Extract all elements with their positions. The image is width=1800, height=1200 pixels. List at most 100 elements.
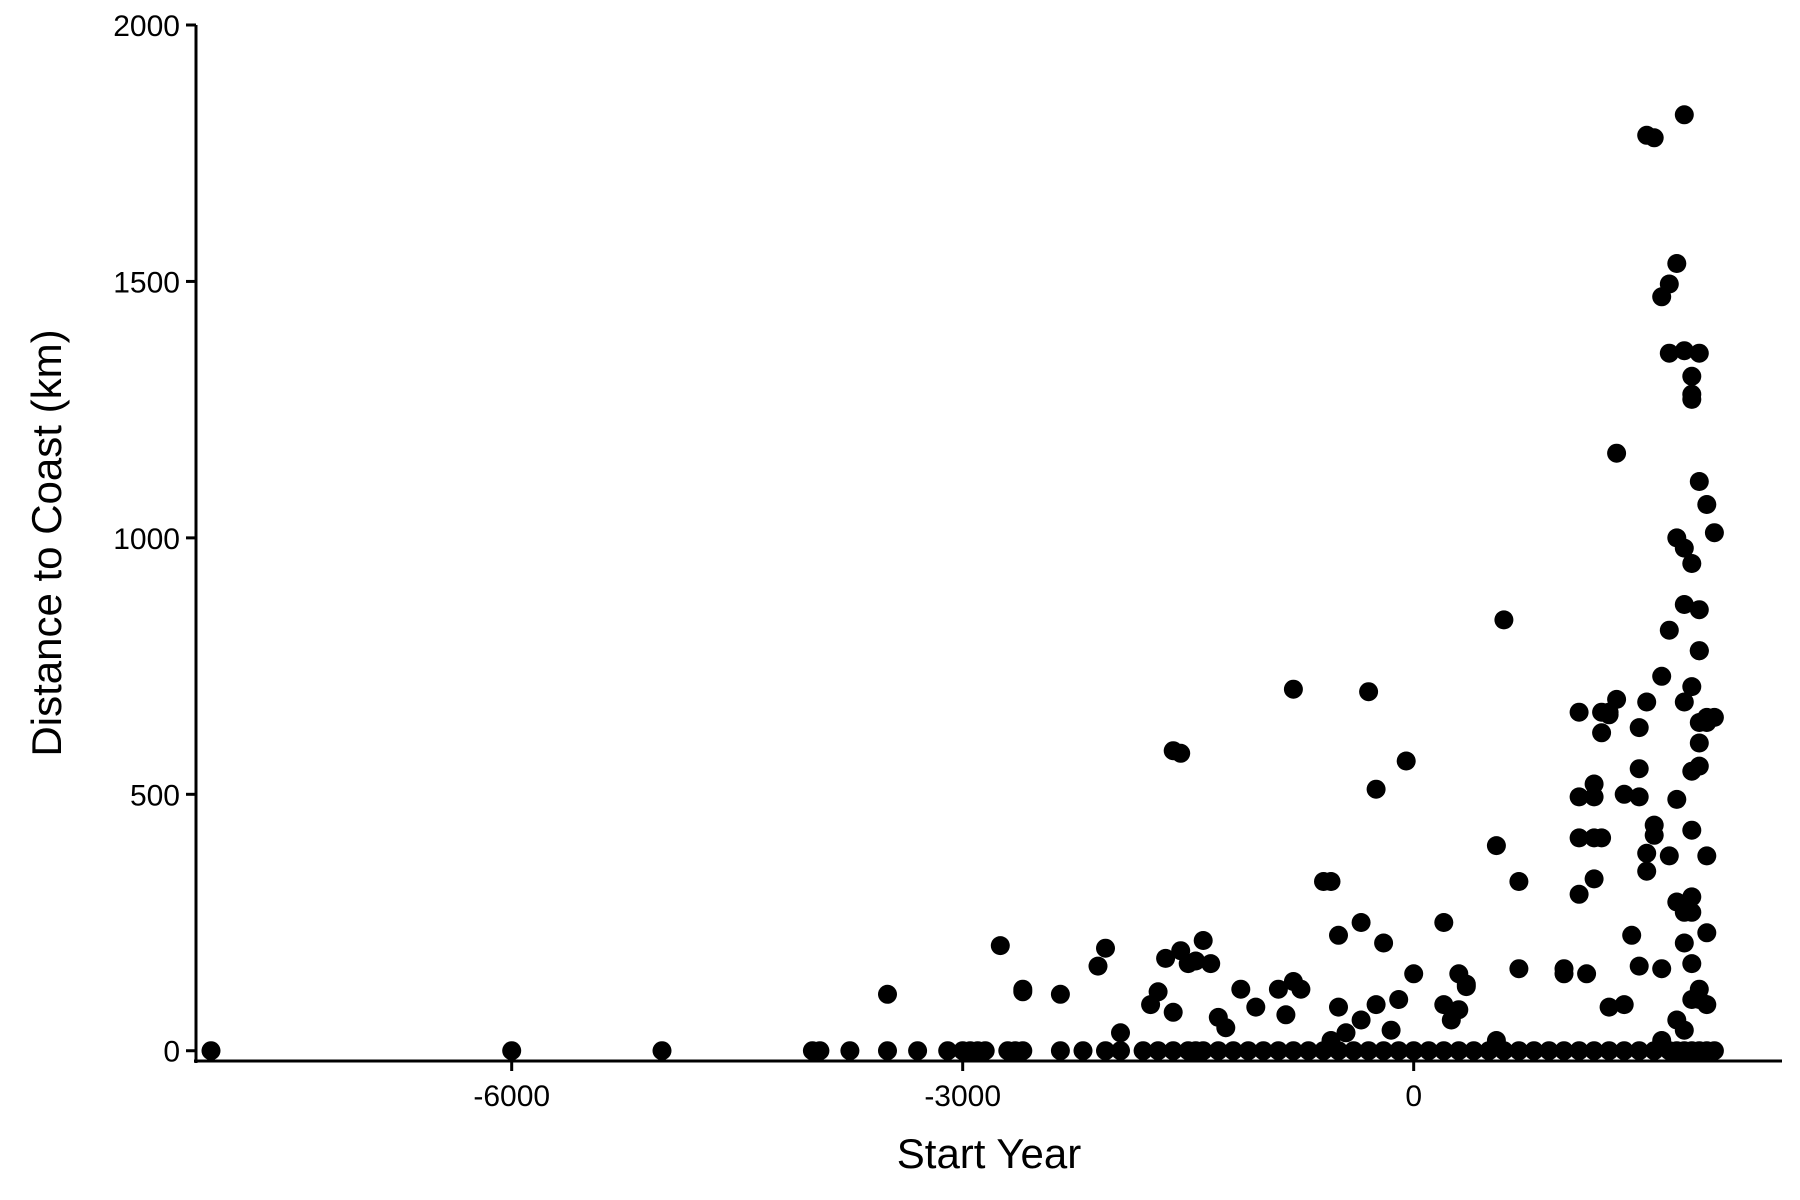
data-point (1659, 846, 1679, 866)
data-point (1366, 779, 1386, 799)
data-point (1329, 925, 1348, 945)
data-point (1659, 620, 1679, 640)
data-point (1652, 666, 1672, 686)
data-point (1674, 105, 1694, 125)
data-point (1592, 723, 1612, 743)
data-point (1682, 954, 1702, 974)
data-point (1486, 836, 1506, 856)
data-point (201, 1041, 221, 1061)
data-point (1253, 1041, 1273, 1061)
data-point (1246, 997, 1266, 1017)
data-point (1682, 887, 1702, 907)
data-point (1539, 1041, 1559, 1061)
data-point (1599, 997, 1619, 1017)
data-point (1111, 1041, 1130, 1061)
data-point (1614, 1041, 1634, 1061)
data-point (1689, 756, 1709, 776)
data-point (1013, 982, 1033, 1002)
data-point (1374, 933, 1394, 953)
data-point (1674, 1020, 1694, 1040)
data-point (1689, 472, 1709, 491)
data-point (1133, 1041, 1153, 1061)
data-point (1569, 1041, 1589, 1061)
data-point (1689, 641, 1709, 661)
data-point (1689, 990, 1709, 1009)
data-point (1351, 913, 1371, 932)
data-point (1186, 951, 1206, 971)
data-point (1283, 679, 1303, 699)
data-point (1667, 254, 1687, 273)
data-point (1096, 1041, 1115, 1061)
data-point (1374, 1041, 1394, 1061)
data-point (810, 1041, 830, 1061)
data-point (1599, 1041, 1619, 1061)
data-point (1674, 538, 1694, 558)
data-point (1163, 1002, 1183, 1022)
data-point (1223, 1041, 1243, 1061)
data-point (975, 1041, 995, 1061)
data-point (1389, 990, 1409, 1009)
data-point (1584, 828, 1604, 848)
data-point (938, 1041, 958, 1061)
data-point (1193, 931, 1213, 950)
points-layer (201, 105, 1724, 1061)
data-point (1148, 1041, 1168, 1061)
data-point (1404, 1041, 1424, 1061)
data-point (1682, 820, 1702, 840)
data-point (1201, 954, 1221, 974)
data-point (1419, 1041, 1439, 1061)
data-point (1682, 677, 1702, 697)
data-point (1073, 1041, 1093, 1061)
data-point (1569, 787, 1589, 807)
data-point (1674, 595, 1694, 614)
data-point (1667, 789, 1687, 809)
data-point (1088, 956, 1108, 976)
data-point (1697, 846, 1717, 866)
data-point (1637, 692, 1657, 712)
data-point (1268, 979, 1288, 999)
data-point (1283, 1041, 1303, 1061)
data-point (1366, 995, 1386, 1015)
data-point (1299, 1041, 1318, 1061)
data-point (1629, 1041, 1649, 1061)
y-tick-label: 0 (163, 1036, 180, 1069)
y-tick-label: 2000 (113, 10, 180, 43)
x-tick-label: -3000 (924, 1080, 1001, 1113)
data-point (1674, 692, 1694, 712)
data-point (1276, 1005, 1296, 1025)
data-point (1231, 979, 1251, 999)
data-point (1689, 733, 1709, 753)
data-point (1569, 884, 1589, 904)
data-point (1629, 787, 1649, 807)
data-point (1013, 1041, 1033, 1061)
data-point (1682, 554, 1702, 573)
data-point (1359, 1041, 1379, 1061)
data-point (1682, 384, 1702, 404)
y-axis-title: Distance to Coast (km) (23, 329, 70, 756)
data-point (1629, 956, 1649, 976)
data-point (1456, 974, 1476, 994)
data-point (1381, 1020, 1401, 1040)
data-point (1584, 787, 1604, 807)
data-point (1622, 925, 1642, 945)
data-point (1268, 1041, 1288, 1061)
data-point (1509, 872, 1529, 891)
data-point (1689, 343, 1709, 363)
data-point (1614, 995, 1634, 1015)
y-tick-label: 1500 (113, 266, 180, 299)
data-point (1637, 861, 1657, 881)
data-point (1396, 751, 1416, 771)
data-point (1434, 913, 1454, 932)
data-point (878, 984, 897, 1004)
x-tick-label: -6000 (473, 1080, 550, 1113)
x-tick-label: 0 (1405, 1080, 1422, 1113)
data-point (1607, 443, 1627, 463)
data-point (1216, 1018, 1236, 1038)
data-point (1554, 1041, 1574, 1061)
data-point (1644, 128, 1664, 148)
y-axis-ticks: 0 500 1000 1500 2000 (113, 10, 196, 1069)
data-point (1697, 923, 1717, 943)
data-point (1674, 341, 1694, 361)
data-point (1682, 902, 1702, 922)
